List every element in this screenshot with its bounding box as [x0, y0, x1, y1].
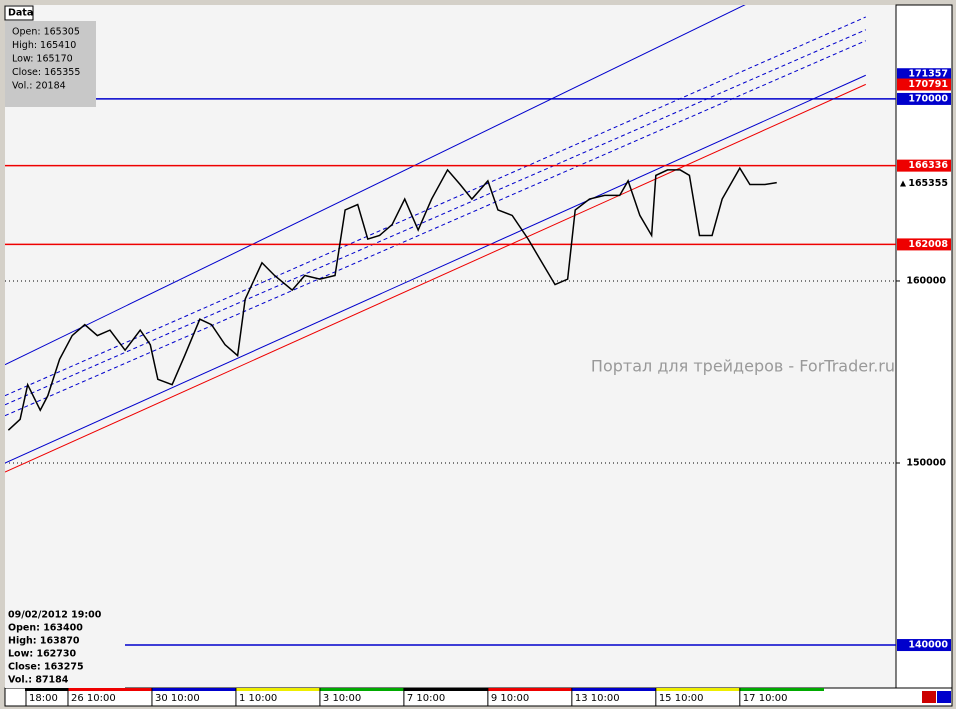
data-line: Close: 165355 — [12, 67, 80, 78]
plot-layer — [5, 5, 896, 646]
y-tick-label: 150000 — [906, 458, 946, 469]
level-label: 140000 — [908, 640, 948, 651]
data-line: High: 165410 — [12, 40, 76, 51]
level-label: 170791 — [908, 79, 948, 90]
level-badge — [897, 639, 951, 652]
x-tick-label: 30 10:00 — [155, 693, 200, 704]
data-line: Vol.: 20184 — [12, 81, 66, 92]
x-tick-label: 13 10:00 — [575, 693, 620, 704]
x-tick-label: 26 10:00 — [71, 693, 116, 704]
data-box — [5, 21, 96, 107]
level-label: 166336 — [908, 160, 948, 171]
last-price-marker — [900, 180, 906, 187]
info-line: High: 163870 — [8, 636, 80, 647]
level-label: 170000 — [908, 93, 948, 104]
info-line: Vol.: 87184 — [8, 675, 69, 686]
plot-area — [5, 5, 896, 688]
level-label: 162008 — [908, 239, 948, 250]
level-badge — [897, 238, 951, 251]
x-tick-label: 7 10:00 — [407, 693, 445, 704]
trend-line — [5, 5, 746, 366]
x-tick-label: 17 10:00 — [743, 693, 788, 704]
trend-line — [5, 16, 866, 397]
watermark: Портал для трейдеров - ForTrader.ru — [591, 357, 895, 376]
level-badge — [897, 159, 951, 172]
scroll-right[interactable] — [937, 691, 951, 703]
price-axis — [895, 4, 953, 689]
info-line: Close: 163275 — [8, 662, 84, 673]
tab-label[interactable]: Data — [8, 8, 33, 19]
info-box — [5, 608, 125, 688]
info-line: Low: 162730 — [8, 649, 77, 660]
y-tick-label: 160000 — [906, 275, 946, 286]
trend-line — [5, 83, 866, 473]
x-tick-label: 3 10:00 — [323, 693, 361, 704]
scroll-left[interactable] — [922, 691, 936, 703]
x-tick-label: 9 10:00 — [491, 693, 529, 704]
level-badge — [897, 78, 951, 91]
last-price-label: 165355 — [908, 178, 948, 189]
level-label: 171357 — [908, 69, 948, 80]
data-line: Low: 165170 — [12, 54, 73, 65]
x-tick-label: 1 10:00 — [239, 693, 277, 704]
level-badge — [897, 68, 951, 81]
level-badge — [897, 92, 951, 105]
price-line — [7, 166, 777, 431]
trend-line — [5, 74, 866, 464]
data-line: Open: 165305 — [12, 27, 80, 38]
x-tick-label: 18:00 — [29, 693, 58, 704]
info-line: Open: 163400 — [8, 623, 83, 634]
info-line: 09/02/2012 19:00 — [8, 610, 102, 621]
trend-line — [5, 40, 866, 417]
x-tick-label: 15 10:00 — [659, 693, 704, 704]
session-strip — [25, 688, 824, 691]
tab[interactable] — [4, 5, 34, 21]
